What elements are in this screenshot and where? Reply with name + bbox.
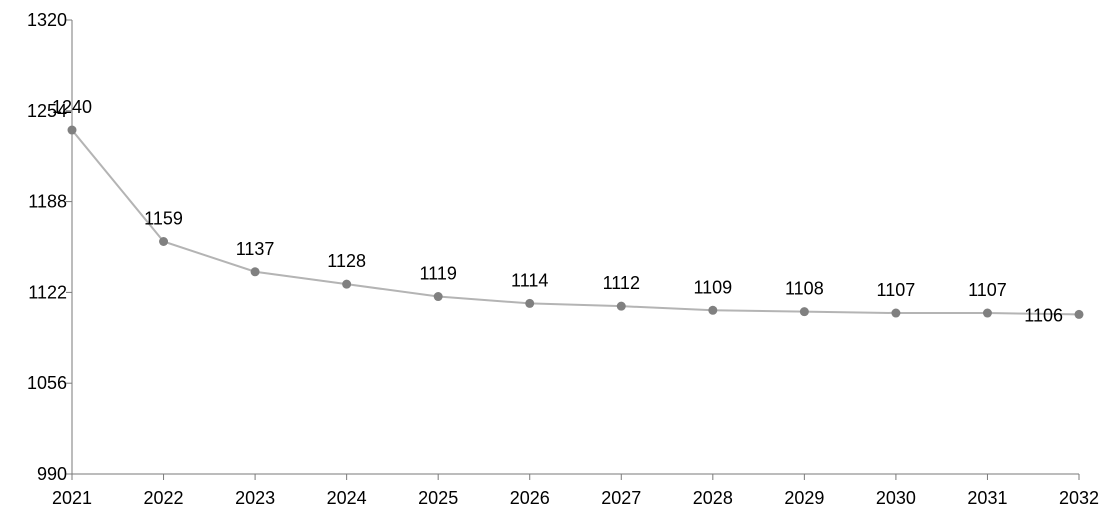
data-label: 1159 bbox=[144, 208, 183, 228]
x-tick-label: 2024 bbox=[327, 488, 367, 508]
data-point bbox=[342, 279, 352, 289]
data-label: 1106 bbox=[1024, 305, 1063, 325]
data-label: 1112 bbox=[603, 273, 640, 293]
y-tick-label: 1056 bbox=[27, 373, 67, 393]
data-point bbox=[708, 305, 718, 315]
x-tick-label: 2028 bbox=[693, 488, 733, 508]
x-tick-label: 2029 bbox=[784, 488, 824, 508]
x-tick-label: 2023 bbox=[235, 488, 275, 508]
x-tick-label: 2026 bbox=[510, 488, 550, 508]
x-tick-label: 2025 bbox=[418, 488, 458, 508]
x-tick-label: 2030 bbox=[876, 488, 916, 508]
y-axis-ticks: 990 1056 1122 1188 1254 1320 bbox=[27, 10, 72, 484]
data-point bbox=[525, 298, 535, 308]
data-point bbox=[982, 308, 992, 318]
data-point bbox=[250, 267, 260, 277]
data-label: 1240 bbox=[52, 97, 92, 117]
data-label: 1128 bbox=[327, 251, 366, 271]
data-label: 1109 bbox=[693, 277, 732, 297]
y-tick-label: 1320 bbox=[27, 10, 67, 30]
data-point bbox=[799, 307, 809, 317]
data-label: 1137 bbox=[236, 239, 275, 259]
x-tick-label: 2022 bbox=[144, 488, 184, 508]
y-tick-label: 1188 bbox=[28, 192, 67, 212]
data-point bbox=[891, 308, 901, 318]
y-tick-label: 1122 bbox=[28, 282, 67, 302]
x-tick-label: 2032 bbox=[1059, 488, 1099, 508]
series-group bbox=[67, 125, 1084, 319]
data-point bbox=[616, 301, 626, 311]
data-label: 1107 bbox=[877, 280, 916, 300]
data-label: 1114 bbox=[511, 270, 548, 290]
series-line bbox=[71, 129, 1080, 316]
y-tick-label: 990 bbox=[37, 464, 67, 484]
axes bbox=[71, 20, 1079, 475]
data-label: 1119 bbox=[419, 264, 456, 284]
data-point bbox=[159, 236, 169, 246]
x-tick-label: 2027 bbox=[601, 488, 641, 508]
data-point bbox=[67, 125, 77, 135]
data-label: 1107 bbox=[968, 280, 1007, 300]
data-point bbox=[1074, 309, 1084, 319]
x-tick-label: 2021 bbox=[52, 488, 92, 508]
data-point bbox=[433, 292, 443, 302]
x-tick-label: 2031 bbox=[967, 488, 1007, 508]
data-label: 1108 bbox=[785, 279, 824, 299]
y-tick-label: 1254 bbox=[27, 101, 67, 121]
data-labels: 1240 1159 1137 1128 1119 1114 1112 1109 1108 1107… bbox=[52, 97, 1063, 325]
x-axis-ticks: 2021 2022 2023 2024 2025 2026 2027 2028 2029 2030… bbox=[52, 474, 1099, 508]
